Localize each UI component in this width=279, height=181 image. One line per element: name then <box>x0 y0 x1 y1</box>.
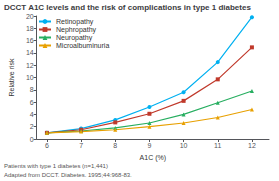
svg-text:12: 12 <box>248 142 256 149</box>
svg-text:DCCT A1C levels and the risk o: DCCT A1C levels and the risk of complica… <box>4 3 251 12</box>
svg-text:10: 10 <box>26 74 34 81</box>
svg-text:2: 2 <box>30 123 34 130</box>
svg-text:Retinopathy: Retinopathy <box>56 18 94 26</box>
svg-text:Relative risk: Relative risk <box>8 58 15 97</box>
svg-text:7: 7 <box>79 142 83 149</box>
svg-text:8: 8 <box>113 142 117 149</box>
svg-text:20: 20 <box>26 13 34 20</box>
svg-text:4: 4 <box>30 111 34 118</box>
svg-text:16: 16 <box>26 37 34 44</box>
svg-text:12: 12 <box>26 62 34 69</box>
svg-text:Neuropathy: Neuropathy <box>56 34 93 42</box>
svg-text:Nephropathy: Nephropathy <box>56 26 97 34</box>
svg-text:0: 0 <box>30 136 34 143</box>
svg-text:A1C (%): A1C (%) <box>140 154 166 162</box>
svg-text:Adapted from DCCT. Diabetes. 1: Adapted from DCCT. Diabetes. 1995;44:968… <box>4 172 132 178</box>
svg-text:6: 6 <box>45 142 49 149</box>
svg-text:Microalbuminuria: Microalbuminuria <box>56 42 109 49</box>
svg-text:6: 6 <box>30 99 34 106</box>
svg-text:18: 18 <box>26 25 34 32</box>
svg-text:Patients with type 1 diabetes: Patients with type 1 diabetes (n=1,441) <box>4 163 108 169</box>
svg-text:11: 11 <box>214 142 221 149</box>
svg-text:8: 8 <box>30 86 34 93</box>
svg-text:10: 10 <box>180 142 188 149</box>
svg-text:14: 14 <box>26 49 34 56</box>
svg-text:9: 9 <box>147 142 151 149</box>
